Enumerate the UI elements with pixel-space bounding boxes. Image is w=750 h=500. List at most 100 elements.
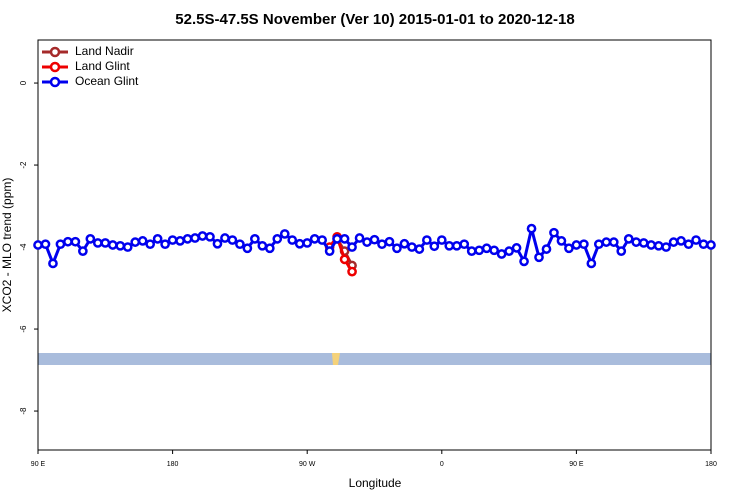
data-point <box>436 235 447 245</box>
data-point <box>115 240 126 251</box>
land-mask-band <box>38 353 711 365</box>
data-point <box>227 235 238 245</box>
data-point <box>407 242 417 252</box>
y-tick-label: -8 <box>19 407 28 415</box>
data-point <box>92 238 103 248</box>
data-point <box>683 239 694 250</box>
data-point <box>623 234 634 244</box>
data-point <box>182 234 193 244</box>
data-point <box>608 237 619 247</box>
data-point <box>354 233 365 243</box>
data-point <box>264 243 275 254</box>
data-point <box>122 242 133 252</box>
y-axis-label: XCO2 - MLO trend (ppm) <box>0 178 14 313</box>
y-tick-label: 0 <box>19 80 28 85</box>
data-point <box>392 243 402 254</box>
legend-marker <box>49 61 61 73</box>
data-point <box>235 239 245 250</box>
land-mask-patch <box>332 353 340 365</box>
data-point <box>668 237 679 247</box>
data-point <box>496 249 507 259</box>
data-point <box>706 240 716 250</box>
data-point <box>511 243 522 253</box>
data-point <box>205 231 215 242</box>
data-point <box>294 238 305 249</box>
y-tick-label: -6 <box>19 325 28 333</box>
data-point <box>369 234 380 245</box>
legend-marker <box>49 76 61 88</box>
data-point <box>691 235 701 245</box>
chart-title: 52.5S-47.5S November (Ver 10) 2015-01-01… <box>175 11 574 28</box>
data-point <box>279 229 290 239</box>
data-point <box>414 244 425 254</box>
data-point <box>564 243 574 254</box>
data-point <box>526 223 537 234</box>
data-point <box>466 246 477 256</box>
data-point <box>70 236 81 247</box>
data-point <box>451 240 462 251</box>
data-point <box>653 240 664 251</box>
data-point <box>250 234 260 244</box>
data-point <box>593 239 604 250</box>
data-point <box>220 233 230 243</box>
data-point <box>212 238 223 249</box>
data-point <box>534 252 544 263</box>
data-point <box>384 236 395 247</box>
data-point <box>347 242 357 252</box>
x-axis-label: Longitude <box>349 476 402 490</box>
data-point <box>481 243 492 254</box>
data-point <box>100 238 111 248</box>
data-point <box>646 240 657 250</box>
y-tick-label: -4 <box>19 243 28 251</box>
data-point <box>586 258 597 269</box>
data-point <box>257 240 268 251</box>
data-point <box>107 240 118 250</box>
data-point <box>63 236 73 247</box>
data-point <box>55 239 66 250</box>
data-point <box>145 239 156 250</box>
data-point <box>519 256 529 267</box>
data-point <box>160 239 170 250</box>
data-point <box>190 233 200 243</box>
data-point <box>504 246 514 256</box>
data-point <box>579 239 589 250</box>
data-point <box>459 239 470 250</box>
data-point <box>339 254 350 265</box>
data-point <box>339 234 350 244</box>
data-point <box>152 234 163 244</box>
data-point <box>317 235 328 245</box>
data-point <box>541 244 552 254</box>
data-point <box>33 240 43 250</box>
data-point <box>167 235 178 245</box>
x-tick-label: 90 E <box>31 461 46 468</box>
data-point <box>332 234 342 244</box>
data-point <box>362 237 372 247</box>
data-point <box>489 245 499 256</box>
data-point <box>571 240 582 250</box>
data-point <box>698 239 709 250</box>
data-point <box>616 246 627 256</box>
data-point <box>399 238 410 249</box>
data-point <box>78 246 88 256</box>
data-point <box>287 235 298 245</box>
data-point <box>347 266 357 277</box>
data-point <box>474 245 485 256</box>
data-point <box>302 238 313 248</box>
x-tick-label: 180 <box>167 461 179 468</box>
data-point <box>661 242 671 252</box>
x-tick-label: 90 E <box>569 461 584 468</box>
data-point <box>197 231 208 241</box>
data-point <box>601 237 612 247</box>
data-point <box>556 236 567 246</box>
data-point <box>85 234 96 244</box>
data-point <box>444 240 455 251</box>
legend-label: Land Nadir <box>75 44 134 58</box>
series-line <box>37 228 712 268</box>
x-tick-label: 90 W <box>299 461 316 468</box>
data-point <box>40 239 51 250</box>
legend-marker <box>49 46 61 58</box>
legend-label: Ocean Glint <box>75 74 139 88</box>
data-point <box>272 234 283 244</box>
data-point <box>377 239 387 250</box>
